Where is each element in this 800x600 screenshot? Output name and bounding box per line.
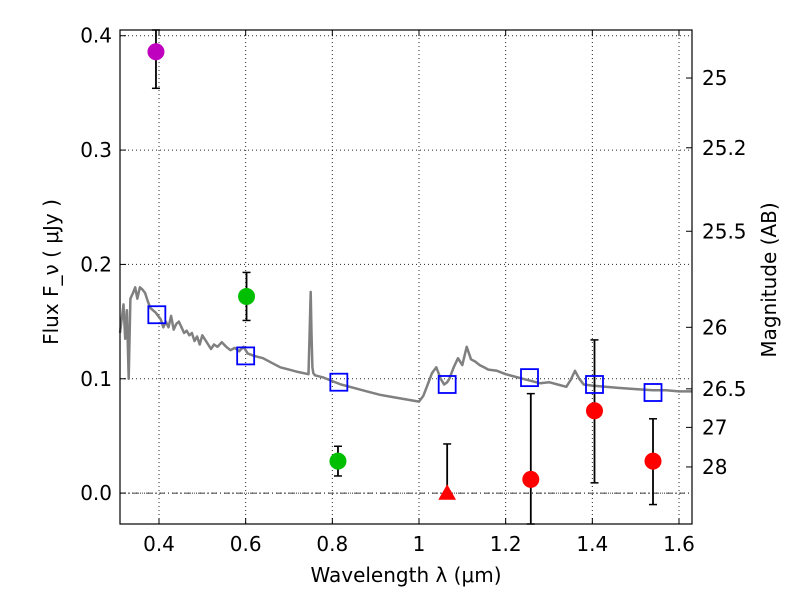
data-point-marker <box>329 452 347 470</box>
x-tick-label: 0.4 <box>143 532 175 556</box>
x-tick-label: 0.8 <box>316 532 348 556</box>
y-tick-label: 0.1 <box>80 367 112 391</box>
x-tick-label: 1.2 <box>490 532 522 556</box>
y-tick-label: 0.4 <box>80 24 112 48</box>
template-square-marker <box>520 368 539 388</box>
right-tick-label: 27 <box>702 415 727 439</box>
right-axis-label: Magnitude (AB) <box>757 202 781 357</box>
right-tick-label: 26 <box>702 315 727 339</box>
template-square-marker <box>329 372 349 392</box>
grid <box>120 30 692 524</box>
x-tick-label: 0.6 <box>230 532 262 556</box>
template-square-marker <box>147 305 167 325</box>
upper-limit-marker <box>438 484 457 500</box>
right-tick-label: 25 <box>702 66 727 90</box>
y-axis-label: Flux F_ν ( μJy ) <box>39 199 63 345</box>
x-tick-label: 1.4 <box>576 532 608 556</box>
right-tick-label: 26.5 <box>702 377 747 401</box>
template-square-marker <box>437 375 457 394</box>
y-tick-label: 0.2 <box>80 252 112 276</box>
template-spectrum <box>118 286 692 403</box>
template-square-marker <box>585 375 604 394</box>
y-tick-label: 0.0 <box>80 481 112 505</box>
data-markers <box>147 29 663 525</box>
template-square-marker <box>236 346 256 366</box>
data-point-marker <box>522 470 540 488</box>
data-point-marker <box>644 452 662 470</box>
right-tick-label: 28 <box>702 455 727 479</box>
plot-frame <box>119 29 693 525</box>
axis-ticks: 0.4 0.6 0.8 1 1.2 1.4 1.6 0.0 0.1 0.2 0.3 0.4 25 25.2… <box>80 24 746 556</box>
x-axis-label: Wavelength λ (μm) <box>310 563 501 587</box>
y-tick-label: 0.3 <box>80 138 112 162</box>
x-tick-label: 1.6 <box>663 532 695 556</box>
data-point-marker <box>586 402 603 420</box>
x-tick-label: 1 <box>413 532 426 556</box>
data-point-marker <box>238 287 256 305</box>
spectrum-line <box>118 286 692 403</box>
template-square-marker <box>643 383 663 402</box>
right-tick-label: 25.5 <box>702 219 747 243</box>
data-point-marker <box>147 43 165 61</box>
right-tick-label: 25.2 <box>702 136 747 160</box>
